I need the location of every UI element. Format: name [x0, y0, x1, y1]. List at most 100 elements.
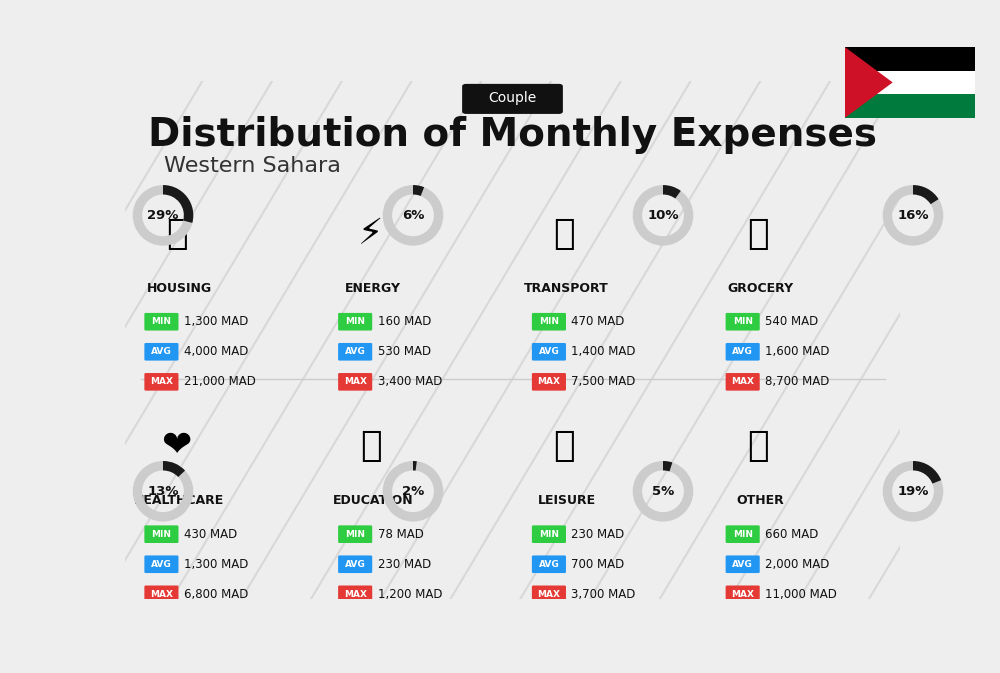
Text: ★: ★	[936, 75, 943, 84]
Text: 🚌: 🚌	[554, 217, 575, 250]
Text: GROCERY: GROCERY	[727, 281, 794, 295]
Text: 470 MAD: 470 MAD	[571, 315, 625, 328]
Text: AVG: AVG	[151, 560, 172, 569]
Text: ⚡: ⚡	[358, 217, 383, 250]
Wedge shape	[413, 461, 417, 470]
FancyBboxPatch shape	[532, 343, 566, 361]
FancyBboxPatch shape	[144, 526, 178, 543]
FancyBboxPatch shape	[532, 313, 566, 330]
Text: 11,000 MAD: 11,000 MAD	[765, 588, 837, 601]
Text: 💰: 💰	[747, 429, 769, 463]
Text: 660 MAD: 660 MAD	[765, 528, 819, 540]
Text: ☽: ☽	[915, 73, 929, 88]
FancyBboxPatch shape	[726, 373, 760, 390]
Wedge shape	[383, 461, 443, 522]
Wedge shape	[413, 185, 424, 196]
Bar	[845, 71, 975, 94]
Text: HOUSING: HOUSING	[147, 281, 212, 295]
Text: AVG: AVG	[732, 560, 753, 569]
Text: 6,800 MAD: 6,800 MAD	[184, 588, 248, 601]
Text: 3,700 MAD: 3,700 MAD	[571, 588, 636, 601]
Text: 230 MAD: 230 MAD	[571, 528, 625, 540]
Wedge shape	[663, 185, 681, 199]
FancyBboxPatch shape	[144, 373, 178, 390]
Text: MAX: MAX	[344, 590, 367, 599]
Wedge shape	[163, 185, 193, 223]
Text: 78 MAD: 78 MAD	[378, 528, 424, 540]
FancyBboxPatch shape	[338, 313, 372, 330]
Wedge shape	[633, 185, 693, 246]
Text: AVG: AVG	[151, 347, 172, 356]
Text: AVG: AVG	[345, 347, 366, 356]
Text: 🛍️: 🛍️	[554, 429, 575, 463]
FancyBboxPatch shape	[532, 586, 566, 603]
FancyBboxPatch shape	[726, 313, 760, 330]
Text: 21,000 MAD: 21,000 MAD	[184, 376, 256, 388]
Text: ENERGY: ENERGY	[345, 281, 401, 295]
Text: Western Sahara: Western Sahara	[164, 156, 341, 176]
FancyBboxPatch shape	[462, 84, 563, 114]
Wedge shape	[633, 461, 693, 522]
Wedge shape	[163, 461, 185, 477]
Text: MIN: MIN	[151, 317, 171, 326]
Text: MAX: MAX	[537, 378, 560, 386]
Wedge shape	[383, 185, 443, 246]
Wedge shape	[133, 185, 193, 246]
Text: 16%: 16%	[897, 209, 929, 222]
Text: Distribution of Monthly Expenses: Distribution of Monthly Expenses	[148, 116, 877, 154]
FancyBboxPatch shape	[338, 343, 372, 361]
Text: MIN: MIN	[733, 317, 753, 326]
Text: 700 MAD: 700 MAD	[571, 558, 625, 571]
Text: MAX: MAX	[344, 378, 367, 386]
Text: 3,400 MAD: 3,400 MAD	[378, 376, 442, 388]
Text: MIN: MIN	[539, 317, 559, 326]
Text: EDUCATION: EDUCATION	[333, 494, 413, 507]
FancyBboxPatch shape	[144, 313, 178, 330]
FancyBboxPatch shape	[144, 343, 178, 361]
Text: 230 MAD: 230 MAD	[378, 558, 431, 571]
Text: 🎓: 🎓	[360, 429, 381, 463]
Text: HEALTHCARE: HEALTHCARE	[134, 494, 224, 507]
Wedge shape	[663, 461, 672, 472]
Text: 1,400 MAD: 1,400 MAD	[571, 345, 636, 358]
FancyBboxPatch shape	[338, 555, 372, 573]
Text: Couple: Couple	[488, 91, 537, 105]
Text: ❤️: ❤️	[162, 429, 192, 463]
Text: 160 MAD: 160 MAD	[378, 315, 431, 328]
FancyBboxPatch shape	[532, 373, 566, 390]
Text: MAX: MAX	[731, 378, 754, 386]
Text: 10%: 10%	[647, 209, 679, 222]
Text: MAX: MAX	[150, 378, 173, 386]
Text: 530 MAD: 530 MAD	[378, 345, 431, 358]
Text: 🏢: 🏢	[166, 217, 188, 250]
Wedge shape	[133, 461, 193, 522]
Text: 430 MAD: 430 MAD	[184, 528, 237, 540]
Text: 19%: 19%	[897, 485, 929, 498]
Wedge shape	[913, 185, 939, 204]
FancyBboxPatch shape	[726, 343, 760, 361]
FancyBboxPatch shape	[726, 555, 760, 573]
Text: 1,200 MAD: 1,200 MAD	[378, 588, 442, 601]
Text: 29%: 29%	[147, 209, 179, 222]
Text: 🛒: 🛒	[747, 217, 769, 250]
FancyBboxPatch shape	[144, 586, 178, 603]
FancyBboxPatch shape	[338, 373, 372, 390]
Polygon shape	[845, 47, 893, 118]
Text: MIN: MIN	[151, 530, 171, 538]
Text: 1,300 MAD: 1,300 MAD	[184, 315, 248, 328]
Text: 540 MAD: 540 MAD	[765, 315, 818, 328]
FancyBboxPatch shape	[338, 526, 372, 543]
Text: 7,500 MAD: 7,500 MAD	[571, 376, 636, 388]
Text: MAX: MAX	[537, 590, 560, 599]
Text: MIN: MIN	[345, 530, 365, 538]
Text: 1,600 MAD: 1,600 MAD	[765, 345, 830, 358]
Text: AVG: AVG	[539, 347, 559, 356]
Text: 2%: 2%	[402, 485, 424, 498]
Text: TRANSPORT: TRANSPORT	[524, 281, 609, 295]
FancyBboxPatch shape	[726, 586, 760, 603]
Text: MAX: MAX	[731, 590, 754, 599]
FancyBboxPatch shape	[532, 526, 566, 543]
Wedge shape	[913, 461, 941, 484]
Bar	[845, 47, 975, 71]
Text: 5%: 5%	[652, 485, 674, 498]
